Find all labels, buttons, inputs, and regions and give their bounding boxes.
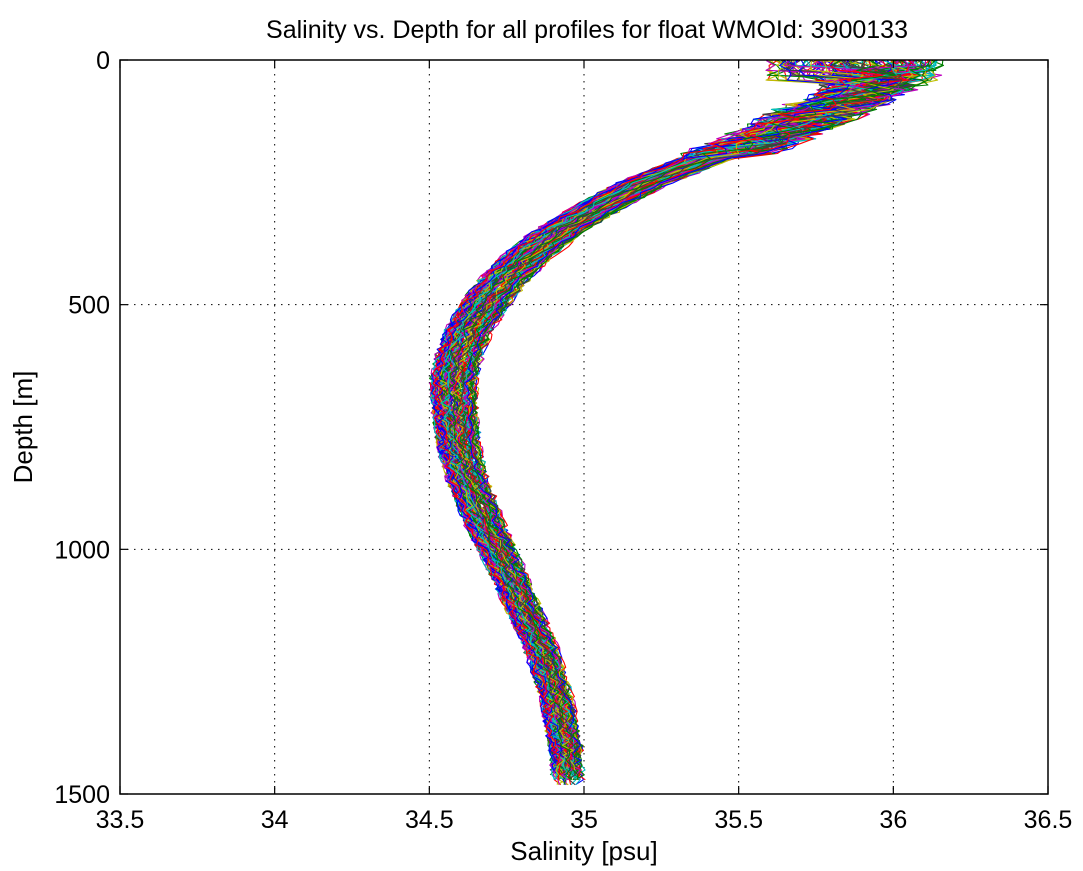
- profile-line: [462, 60, 910, 776]
- x-tick-label: 33.5: [96, 806, 145, 834]
- chart-title: Salinity vs. Depth for all profiles for …: [266, 16, 908, 44]
- y-tick-label: 0: [96, 47, 110, 75]
- x-tick-label: 34.5: [405, 806, 454, 834]
- x-tick-label: 34: [261, 806, 289, 834]
- profile-lines: [429, 59, 945, 786]
- y-tick-label: 500: [68, 292, 110, 320]
- x-tick-label: 35.5: [714, 806, 763, 834]
- profile-line: [463, 60, 893, 766]
- y-axis-label: Depth [m]: [8, 371, 38, 484]
- profile-line: [448, 60, 897, 781]
- plot-area: [120, 60, 1048, 794]
- profile-line: [459, 60, 905, 786]
- grid-lines: [120, 60, 1048, 794]
- x-tick-labels: 33.5 34 34.5 35 35.5 36 36.5: [96, 806, 1073, 834]
- profile-line: [456, 60, 936, 780]
- y-tick-labels: 0 500 1000 1500: [54, 47, 110, 809]
- x-tick-label: 36: [879, 806, 907, 834]
- x-tick-label: 36.5: [1024, 806, 1073, 834]
- profile-line: [432, 60, 916, 766]
- y-tick-label: 1500: [54, 781, 110, 809]
- x-axis-label: Salinity [psu]: [510, 836, 657, 866]
- y-tick-label: 1000: [54, 536, 110, 564]
- profile-line: [432, 60, 884, 766]
- profile-line: [440, 59, 889, 785]
- x-tick-label: 35: [570, 806, 598, 834]
- axis-ticks: [119, 59, 1049, 795]
